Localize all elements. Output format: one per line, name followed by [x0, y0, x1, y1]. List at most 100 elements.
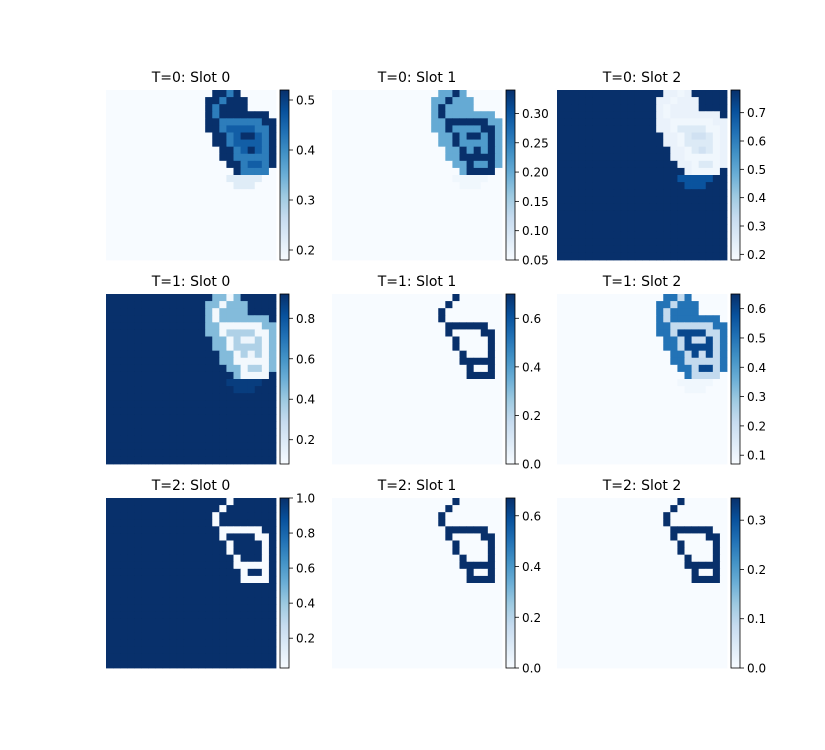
heatmap-cell: [353, 167, 361, 176]
heatmap-cell: [212, 175, 220, 183]
heatmap-cell: [417, 442, 425, 451]
heatmap-cell: [374, 421, 382, 429]
heatmap-cell: [134, 343, 142, 352]
heatmap-cell: [670, 442, 678, 451]
heatmap-cell: [480, 245, 489, 254]
heatmap-cell: [162, 210, 171, 218]
heatmap-cell: [634, 568, 643, 577]
heatmap-cell: [113, 252, 121, 261]
heatmap-cell: [452, 111, 460, 119]
heatmap-cell: [346, 400, 354, 408]
heatmap-cell: [388, 625, 397, 633]
heatmap-cell: [212, 442, 220, 451]
heatmap-cell: [445, 217, 453, 225]
heatmap-cell: [431, 364, 439, 373]
heatmap-cell: [459, 97, 467, 105]
heatmap-cell: [233, 540, 241, 548]
heatmap-cell: [381, 111, 390, 119]
heatmap-cell: [424, 189, 432, 197]
heatmap-cell: [642, 519, 650, 527]
heatmap-cell: [169, 182, 178, 190]
heatmap-cell: [571, 364, 579, 373]
heatmap-cell: [247, 568, 256, 577]
heatmap-cell: [585, 160, 593, 169]
heatmap-cell: [642, 125, 650, 133]
heatmap-cell: [424, 540, 432, 548]
heatmap-cell: [466, 653, 475, 662]
heatmap-cell: [254, 97, 263, 105]
heatmap-cell: [634, 350, 643, 359]
colorbar-tick-label: 0.2: [747, 248, 766, 262]
heatmap-cell: [134, 189, 142, 197]
heatmap-cell: [459, 540, 467, 548]
heatmap-cell: [268, 125, 277, 133]
heatmap-cell: [677, 97, 685, 105]
heatmap-cell: [719, 160, 728, 169]
heatmap-cell: [438, 611, 446, 619]
heatmap-cell: [332, 625, 340, 633]
heatmap-cell: [585, 435, 593, 444]
heatmap-cell: [176, 111, 185, 119]
heatmap-cell: [268, 224, 277, 233]
heatmap-cell: [388, 371, 397, 380]
heatmap-cell: [268, 449, 277, 458]
heatmap-cell: [684, 322, 692, 330]
heatmap-cell: [176, 498, 185, 506]
heatmap-cell: [557, 512, 565, 520]
heatmap-cell: [191, 428, 199, 437]
heatmap-cell: [155, 153, 164, 162]
heatmap-cell: [388, 575, 397, 584]
heatmap-cell: [627, 435, 636, 444]
heatmap-cell: [627, 125, 636, 133]
heatmap-cell: [599, 442, 607, 451]
heatmap-cell: [620, 97, 629, 105]
heatmap-cell: [113, 371, 121, 380]
heatmap-cell: [585, 196, 593, 204]
heatmap-cell: [127, 407, 135, 415]
heatmap-cell: [183, 660, 192, 669]
heatmap-cell: [374, 217, 382, 225]
heatmap-cell: [134, 160, 142, 169]
heatmap-cell: [332, 189, 340, 197]
heatmap-cell: [148, 646, 156, 655]
heatmap-cell: [627, 561, 636, 570]
heatmap-cell: [162, 217, 171, 225]
heatmap-cell: [339, 231, 347, 240]
heatmap-cell: [487, 371, 496, 380]
heatmap-cell: [254, 533, 263, 541]
heatmap-cell: [438, 618, 446, 626]
heatmap-cell: [205, 118, 213, 126]
heatmap-cell: [381, 104, 390, 112]
heatmap-cell: [613, 498, 622, 506]
heatmap-cell: [712, 329, 721, 337]
heatmap-cell: [247, 294, 256, 302]
heatmap-cell: [431, 561, 439, 570]
heatmap-cell: [332, 435, 340, 444]
heatmap-cell: [466, 336, 475, 344]
heatmap-cell: [402, 111, 411, 119]
heatmap-cell: [402, 238, 411, 247]
heatmap-cell: [438, 203, 446, 211]
heatmap-cell: [155, 660, 164, 669]
heatmap-cell: [705, 203, 714, 211]
heatmap-cell: [494, 379, 503, 387]
heatmap-cell: [169, 167, 178, 176]
heatmap-cell: [219, 308, 227, 316]
heatmap-cell: [684, 379, 692, 387]
heatmap-cell: [402, 125, 411, 133]
heatmap-cell: [663, 336, 671, 344]
heatmap-cell: [219, 583, 227, 591]
heatmap-cell: [247, 611, 256, 619]
heatmap-cell: [353, 386, 361, 394]
heatmap-cell: [198, 97, 206, 105]
heatmap-cell: [240, 547, 249, 556]
heatmap-cell: [409, 182, 418, 190]
heatmap-cell: [191, 146, 199, 155]
heatmap-cell: [155, 547, 164, 556]
heatmap-cell: [712, 350, 721, 359]
heatmap-cell: [557, 400, 565, 408]
heatmap-cell: [183, 449, 192, 458]
heatmap-cell: [212, 568, 220, 577]
heatmap-cell: [395, 322, 404, 330]
heatmap-cell: [191, 104, 199, 112]
